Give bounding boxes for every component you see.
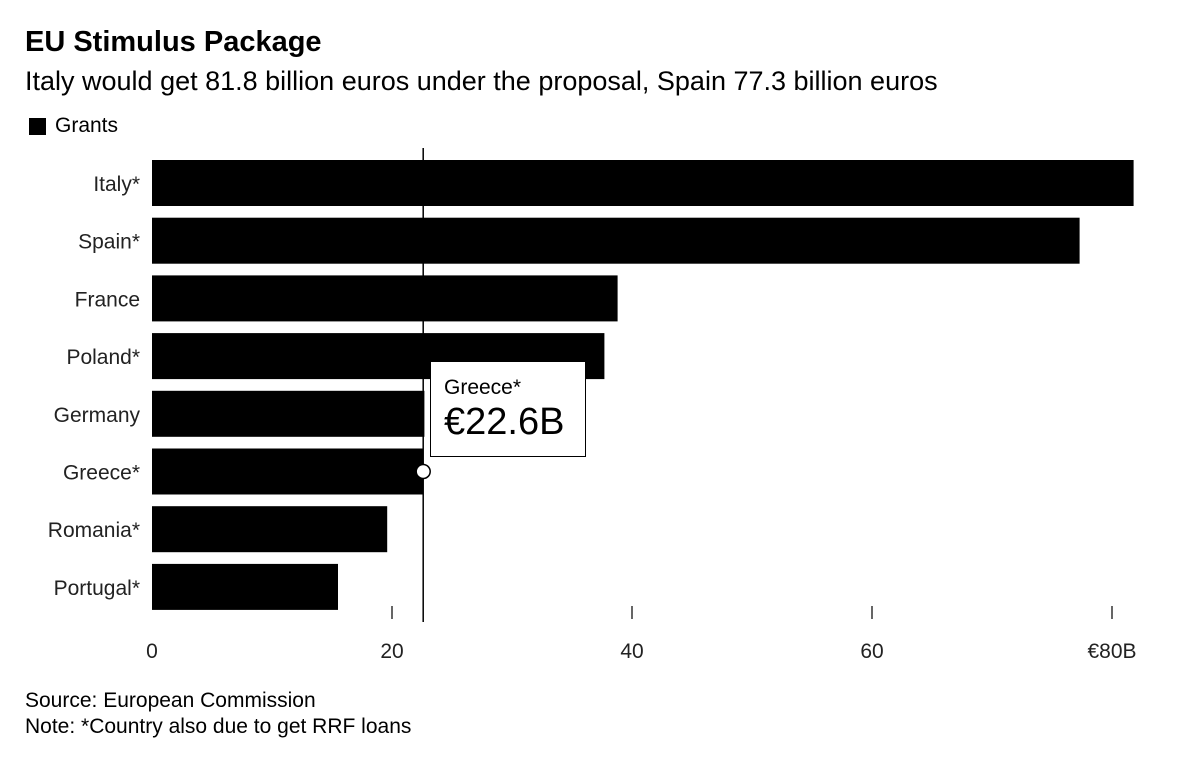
x-tick-label: 60 [860, 640, 883, 663]
chart-title: EU Stimulus Package [25, 26, 322, 58]
category-label: Spain* [78, 231, 140, 254]
footnotes: Source: European Commission Note: *Count… [25, 688, 411, 740]
category-label: Romania* [48, 519, 140, 542]
bar-germany [152, 390, 425, 437]
legend-label: Grants [55, 114, 119, 137]
tooltip-country: Greece* [444, 376, 522, 399]
highlight-marker [415, 463, 431, 480]
x-tick-label: 40 [620, 640, 643, 663]
x-tick-label: €80B [1087, 640, 1136, 663]
category-label: Portugal* [54, 577, 140, 600]
x-tick-label: 0 [146, 640, 158, 663]
category-label: Greece* [63, 462, 140, 485]
legend: Grants [29, 114, 118, 138]
category-label: France [75, 288, 140, 311]
chart-subtitle: Italy would get 81.8 billion euros under… [25, 66, 938, 96]
bar-greece [152, 448, 424, 495]
bar-chart: Italy* Spain* France Poland* Germany Greece* R… [48, 148, 1137, 663]
bar-portugal [152, 563, 338, 610]
category-label: Poland* [66, 346, 140, 369]
tooltip-value: €22.6B [444, 401, 565, 443]
note-text: Note: *Country also due to get RRF loans [25, 715, 412, 738]
source-text: Source: European Commission [25, 689, 316, 712]
hover-tooltip: Greece* €22.6B [430, 361, 586, 457]
x-tick-label: 20 [380, 640, 403, 663]
legend-swatch [29, 117, 46, 135]
category-label: Italy* [93, 173, 140, 196]
bar-spain [152, 217, 1080, 264]
category-label: Germany [54, 404, 141, 427]
bar-france [152, 275, 618, 322]
bar-romania [152, 506, 388, 553]
bar-italy [152, 160, 1134, 206]
